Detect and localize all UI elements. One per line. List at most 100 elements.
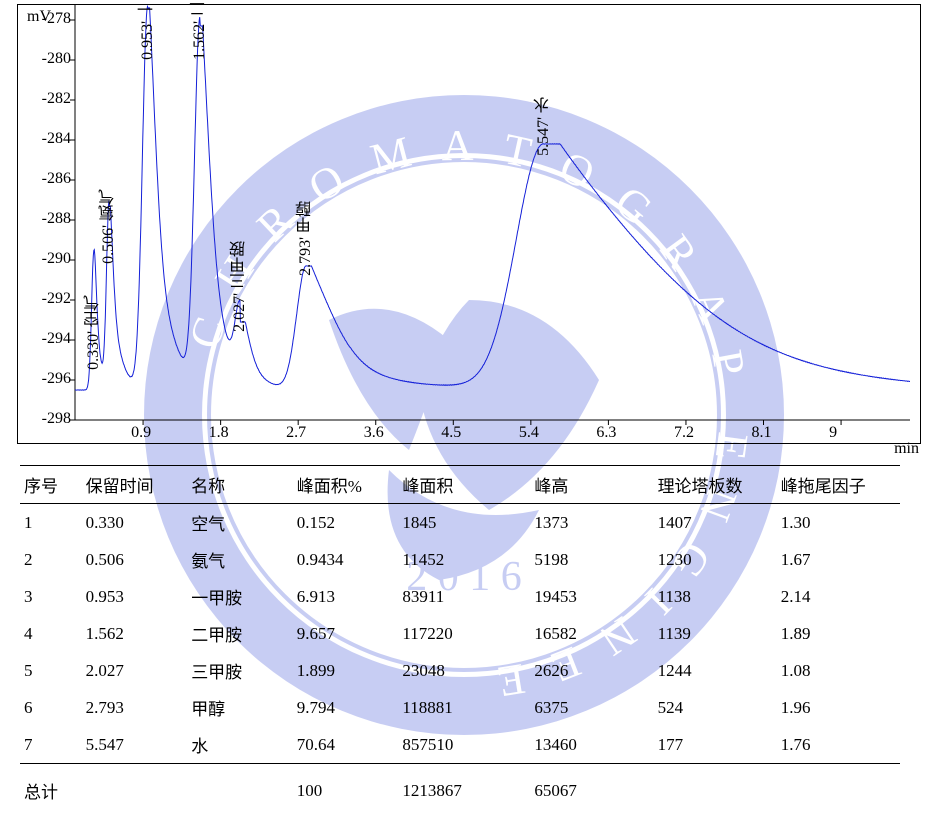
peak-label: 5.547' 水: [532, 97, 556, 156]
table-total-cell: [654, 764, 777, 810]
table-cell: 7: [20, 726, 82, 764]
x-tick-label: 9: [829, 424, 837, 442]
page-container: C H R O M A T O G R A P H Y E N G I N E …: [0, 0, 927, 829]
table-cell: 1138: [654, 578, 777, 615]
y-tick-label: -278: [42, 10, 71, 28]
y-tick-label: -288: [42, 210, 71, 228]
x-tick-label: 4.5: [441, 424, 461, 442]
table-cell: 23048: [398, 652, 530, 689]
table-cell: 524: [654, 689, 777, 726]
table-cell: 70.64: [293, 726, 399, 764]
chromatogram-trace: [75, 7, 910, 391]
table-cell: 1373: [530, 504, 653, 542]
y-tick-label: -290: [42, 250, 71, 268]
table-cell: 118881: [398, 689, 530, 726]
y-tick-label: -292: [42, 290, 71, 308]
table-header-cell: 保留时间: [82, 466, 188, 504]
peak-label: 0.953' 一甲胺: [136, 0, 160, 60]
table-row: 10.330空气0.1521845137314071.30: [20, 504, 900, 542]
table-cell: 1: [20, 504, 82, 542]
table-cell: 2: [20, 541, 82, 578]
table-cell: 1.899: [293, 652, 399, 689]
table-cell: 1.96: [777, 689, 900, 726]
table-cell: 1244: [654, 652, 777, 689]
x-tick-label: 7.2: [674, 424, 694, 442]
table-cell: 0.506: [82, 541, 188, 578]
table-cell: 1.08: [777, 652, 900, 689]
table-total-row: 总计100121386765067: [20, 764, 900, 810]
table-cell: 甲醇: [187, 689, 293, 726]
y-tick-label: -296: [42, 370, 71, 388]
table-cell: 9.794: [293, 689, 399, 726]
table-cell: 1.67: [777, 541, 900, 578]
x-tick-label: 6.3: [596, 424, 616, 442]
table-header-cell: 峰高: [530, 466, 653, 504]
table-cell: 1230: [654, 541, 777, 578]
table-cell: 3: [20, 578, 82, 615]
table-cell: 117220: [398, 615, 530, 652]
y-tick-label: -280: [42, 50, 71, 68]
table-cell: 水: [187, 726, 293, 764]
table-header-cell: 峰拖尾因子: [777, 466, 900, 504]
table-cell: 2626: [530, 652, 653, 689]
y-tick-label: -286: [42, 170, 71, 188]
table-head: 序号保留时间名称峰面积%峰面积峰高理论塔板数峰拖尾因子: [20, 466, 900, 504]
table-header-cell: 峰面积%: [293, 466, 399, 504]
table-cell: 1845: [398, 504, 530, 542]
table-cell: 6: [20, 689, 82, 726]
table-cell: 5: [20, 652, 82, 689]
y-tick-label: -294: [42, 330, 71, 348]
table-cell: 1139: [654, 615, 777, 652]
y-tick-label: -282: [42, 90, 71, 108]
table-cell: 13460: [530, 726, 653, 764]
table-cell: 83911: [398, 578, 530, 615]
table-row: 20.506氨气0.943411452519812301.67: [20, 541, 900, 578]
results-table: 序号保留时间名称峰面积%峰面积峰高理论塔板数峰拖尾因子 10.330空气0.15…: [20, 465, 900, 809]
table-row: 52.027三甲胺1.89923048262612441.08: [20, 652, 900, 689]
table-row: 75.547水70.64857510134601771.76: [20, 726, 900, 764]
table-cell: 0.330: [82, 504, 188, 542]
table-cell: 1407: [654, 504, 777, 542]
x-tick-label: 1.8: [209, 424, 229, 442]
table-total-cell: 1213867: [398, 764, 530, 810]
peak-label: 1.562' 二甲胺: [188, 0, 212, 60]
table-cell: 2.793: [82, 689, 188, 726]
results-table-region: 序号保留时间名称峰面积%峰面积峰高理论塔板数峰拖尾因子 10.330空气0.15…: [20, 465, 900, 809]
table-cell: 1.30: [777, 504, 900, 542]
table-cell: 1.89: [777, 615, 900, 652]
peak-label: 0.330' 空气: [82, 295, 106, 370]
table-cell: 19453: [530, 578, 653, 615]
table-cell: 4: [20, 615, 82, 652]
x-tick-label: 2.7: [286, 424, 306, 442]
table-header-cell: 理论塔板数: [654, 466, 777, 504]
chromatogram-chart: mV min -278-280-282-284-286-288-290-292-…: [0, 0, 927, 460]
table-cell: 6.913: [293, 578, 399, 615]
chromatogram-svg: [0, 0, 927, 460]
peak-label: 0.506' 氨气: [97, 189, 121, 264]
y-tick-label: -298: [42, 410, 71, 428]
table-cell: 一甲胺: [187, 578, 293, 615]
table-cell: 16582: [530, 615, 653, 652]
table-cell: 氨气: [187, 541, 293, 578]
table-cell: 2.027: [82, 652, 188, 689]
table-cell: 三甲胺: [187, 652, 293, 689]
y-tick-label: -284: [42, 130, 71, 148]
table-cell: 177: [654, 726, 777, 764]
table-foot: 总计100121386765067: [20, 764, 900, 810]
table-cell: 1.76: [777, 726, 900, 764]
table-cell: 5198: [530, 541, 653, 578]
table-total-cell: [777, 764, 900, 810]
x-tick-label: 3.6: [364, 424, 384, 442]
x-tick-label: 0.9: [131, 424, 151, 442]
table-header-cell: 序号: [20, 466, 82, 504]
table-total-cell: [82, 764, 188, 810]
table-cell: 0.152: [293, 504, 399, 542]
table-body: 10.330空气0.1521845137314071.3020.506氨气0.9…: [20, 504, 900, 764]
table-header-cell: 峰面积: [398, 466, 530, 504]
table-total-cell: [187, 764, 293, 810]
table-row: 62.793甲醇9.79411888163755241.96: [20, 689, 900, 726]
table-cell: 二甲胺: [187, 615, 293, 652]
table-cell: 空气: [187, 504, 293, 542]
table-row: 30.953一甲胺6.913839111945311382.14: [20, 578, 900, 615]
table-header-row: 序号保留时间名称峰面积%峰面积峰高理论塔板数峰拖尾因子: [20, 466, 900, 504]
